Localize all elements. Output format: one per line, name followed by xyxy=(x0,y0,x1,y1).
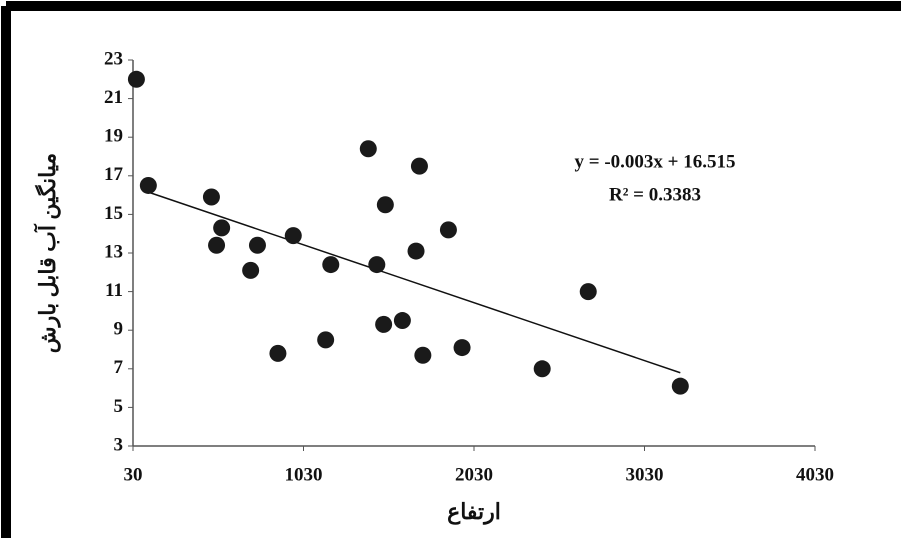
data-point xyxy=(242,261,260,279)
x-tick-label: 4030 xyxy=(796,464,834,485)
data-point xyxy=(410,157,428,175)
trendline xyxy=(148,191,681,374)
data-point xyxy=(322,256,340,274)
data-point xyxy=(139,176,157,194)
y-tick-label: 21 xyxy=(104,87,123,108)
data-point xyxy=(284,227,302,245)
y-tick-label: 13 xyxy=(104,241,123,262)
data-point xyxy=(127,70,145,88)
x-tick-label: 2030 xyxy=(455,464,493,485)
x-tick-label: 30 xyxy=(124,464,143,485)
y-tick-label: 23 xyxy=(104,48,123,69)
y-tick-label: 7 xyxy=(114,357,124,378)
data-point xyxy=(248,236,266,254)
data-point xyxy=(202,188,220,206)
trend-equation: y = -0.003x + 16.515 xyxy=(575,151,736,172)
data-point xyxy=(317,331,335,349)
y-tick-label: 15 xyxy=(104,203,123,224)
data-point xyxy=(376,196,394,214)
data-point xyxy=(439,221,457,239)
data-point xyxy=(671,377,689,395)
data-point xyxy=(213,219,231,237)
y-tick-label: 17 xyxy=(104,164,124,185)
data-point xyxy=(269,344,287,362)
y-tick-label: 19 xyxy=(104,126,123,147)
y-tick-label: 5 xyxy=(114,396,124,417)
data-point xyxy=(407,242,425,260)
data-point xyxy=(533,360,551,378)
data-point xyxy=(208,236,226,254)
data-point xyxy=(393,312,411,330)
x-axis-title: ارتفاع xyxy=(447,499,501,525)
x-tick-label: 3030 xyxy=(626,464,664,485)
data-point xyxy=(453,339,471,357)
data-point xyxy=(579,283,597,301)
data-point xyxy=(375,315,393,333)
data-point xyxy=(414,346,432,364)
y-tick-label: 9 xyxy=(114,319,124,340)
x-tick-label: 1030 xyxy=(285,464,323,485)
y-tick-label: 11 xyxy=(105,280,123,301)
y-axis-title: میانگین آب قابل بارش xyxy=(33,153,61,353)
data-point xyxy=(368,256,386,274)
trend-r-squared: R² = 0.3383 xyxy=(609,184,701,205)
data-point xyxy=(359,140,377,158)
y-tick-label: 3 xyxy=(114,434,124,455)
